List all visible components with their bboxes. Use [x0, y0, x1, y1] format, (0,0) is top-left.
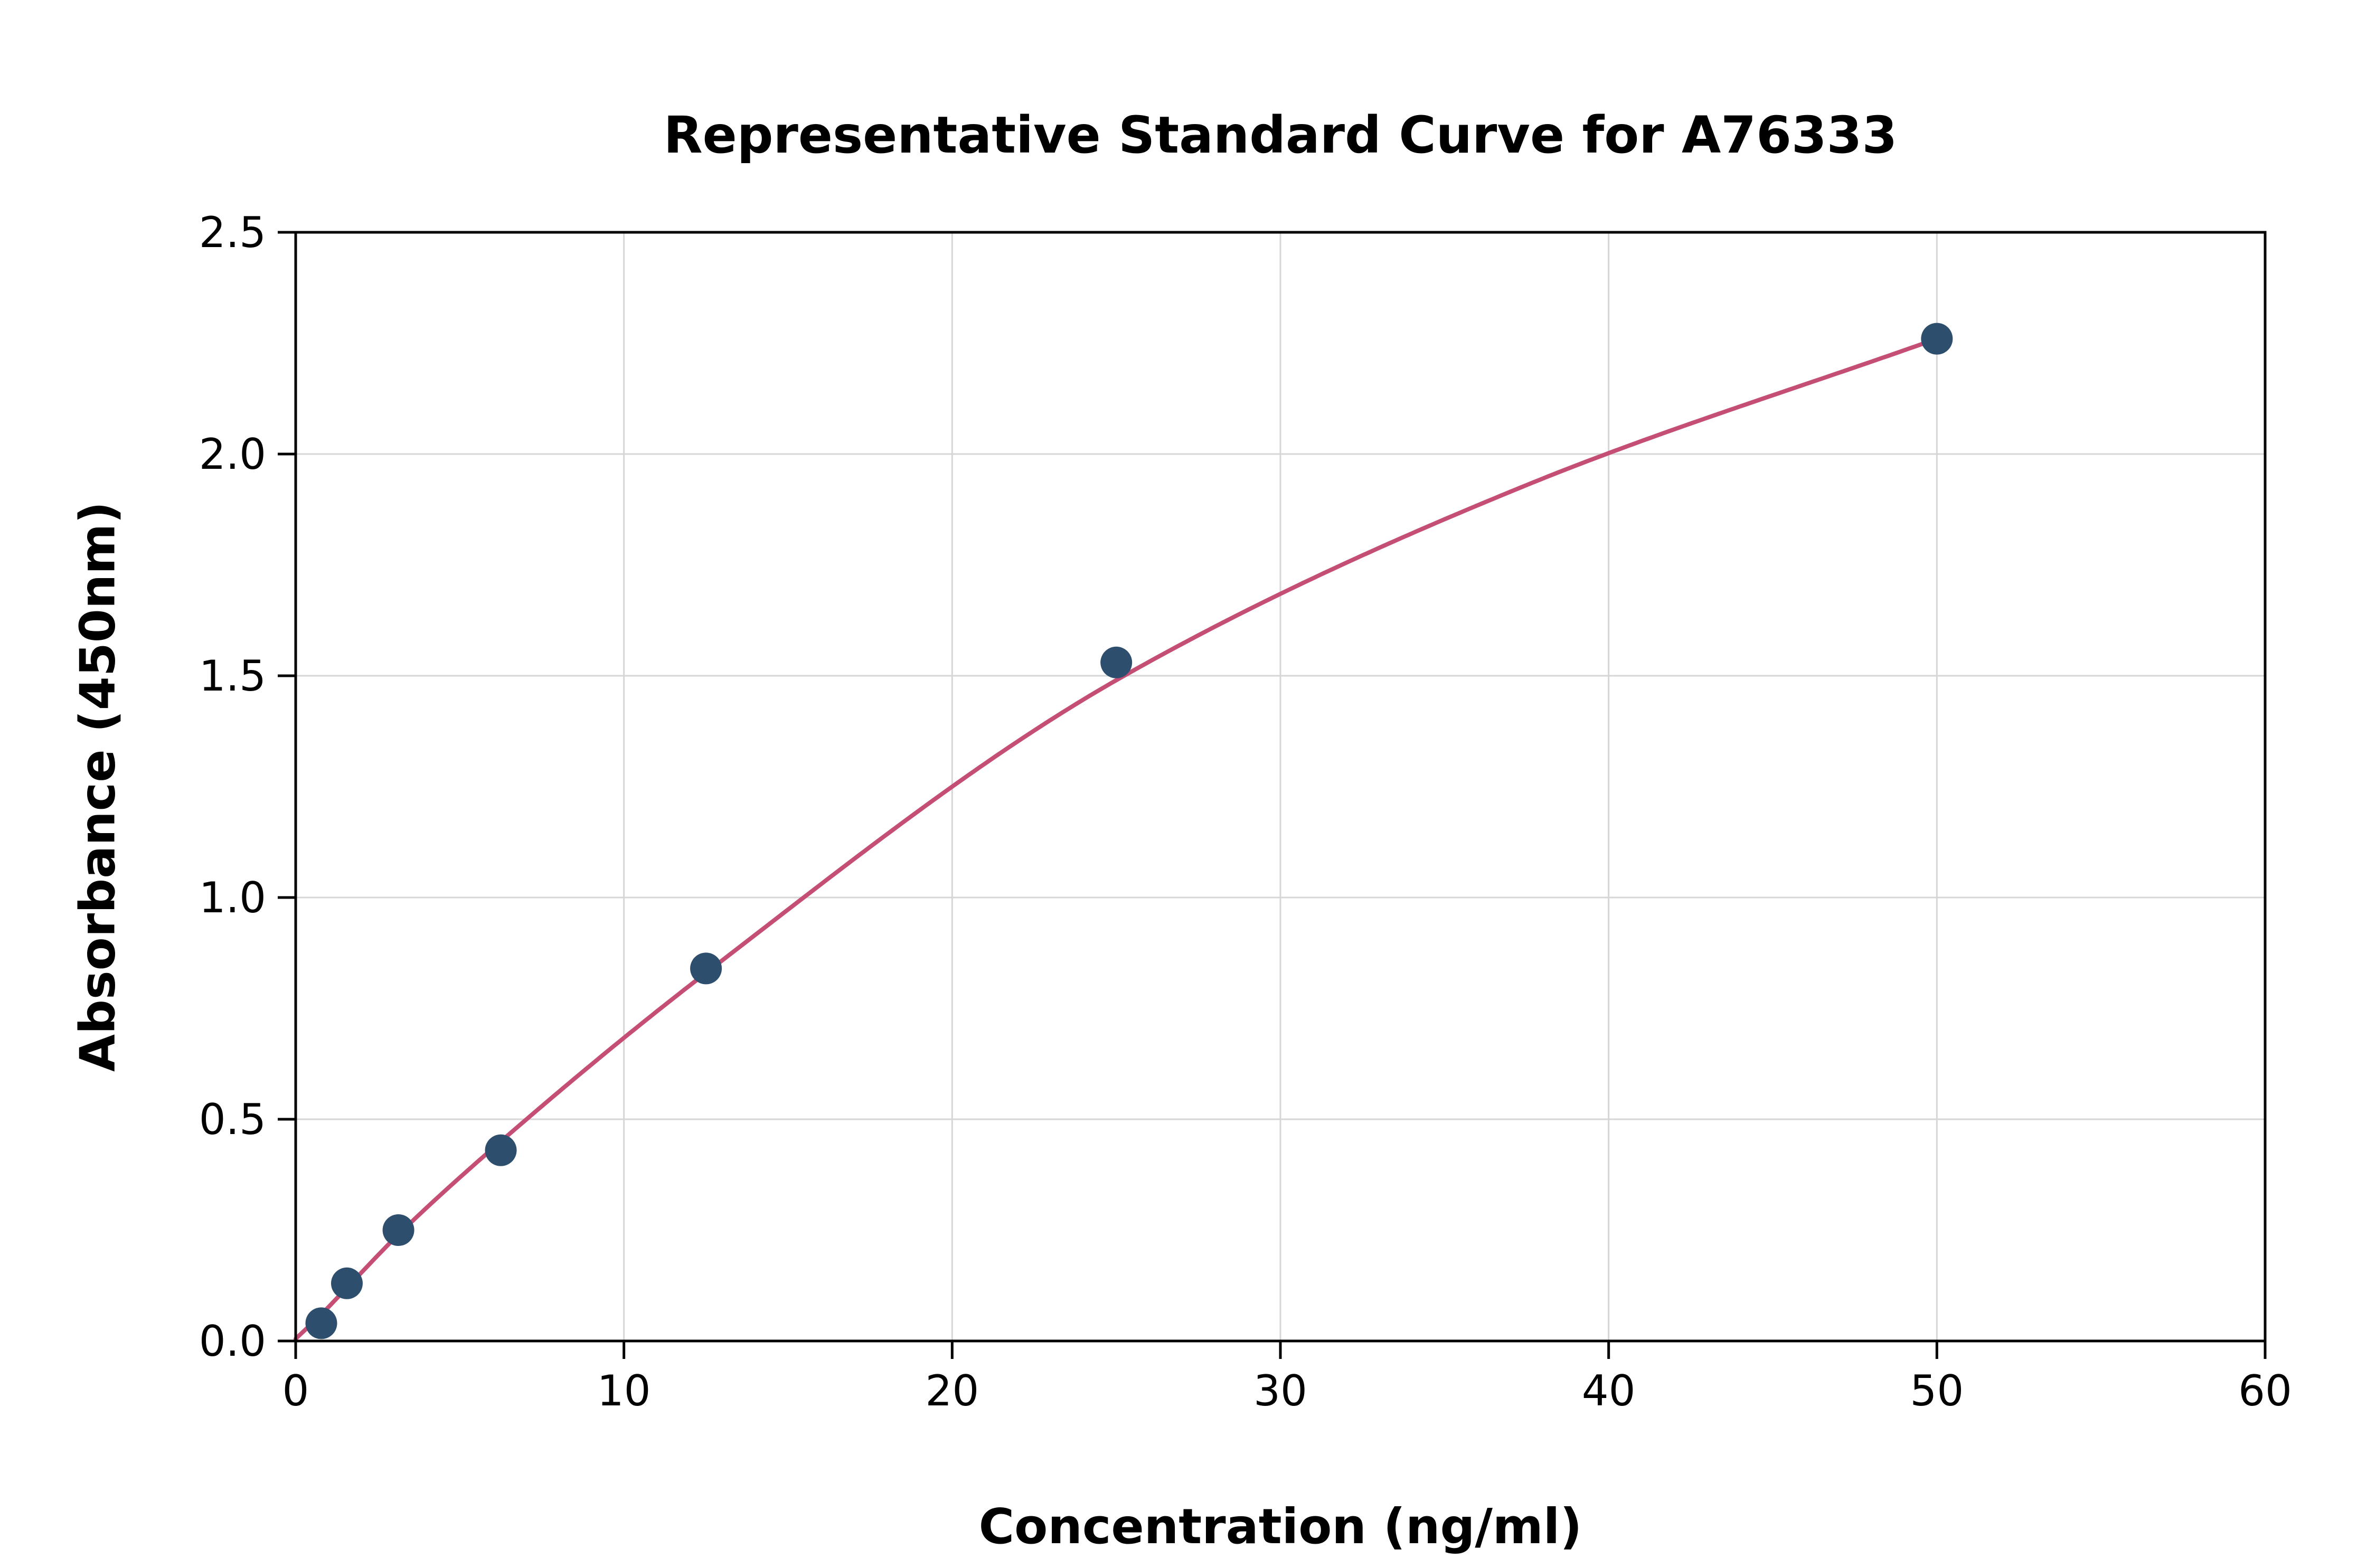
x-tick-label: 60	[2238, 1366, 2292, 1415]
x-tick-label: 40	[1582, 1366, 1636, 1415]
x-tick-label: 0	[282, 1366, 309, 1415]
x-tick-label: 20	[925, 1366, 979, 1415]
y-tick-label: 2.0	[199, 430, 266, 479]
data-point	[485, 1134, 517, 1166]
y-tick-label: 0.0	[199, 1317, 266, 1366]
fit-curve	[294, 336, 1939, 1341]
data-point	[305, 1307, 337, 1339]
x-tick-label: 50	[1910, 1366, 1964, 1415]
data-point	[1100, 646, 1133, 678]
x-tick-label: 30	[1253, 1366, 1307, 1415]
chart-title: Representative Standard Curve for A76333	[663, 106, 1898, 165]
plot-border	[294, 231, 2267, 1343]
x-axis-label: Concentration (ng/ml)	[978, 1498, 1582, 1555]
data-point	[382, 1214, 414, 1246]
data-point	[331, 1267, 363, 1299]
x-tick-label: 10	[597, 1366, 651, 1415]
data-point	[690, 952, 722, 985]
y-tick-label: 0.5	[199, 1095, 266, 1144]
y-tick-label: 2.5	[199, 208, 266, 257]
data-point	[1921, 323, 1953, 355]
y-tick-label: 1.0	[199, 873, 266, 922]
y-tick-label: 1.5	[199, 651, 266, 701]
